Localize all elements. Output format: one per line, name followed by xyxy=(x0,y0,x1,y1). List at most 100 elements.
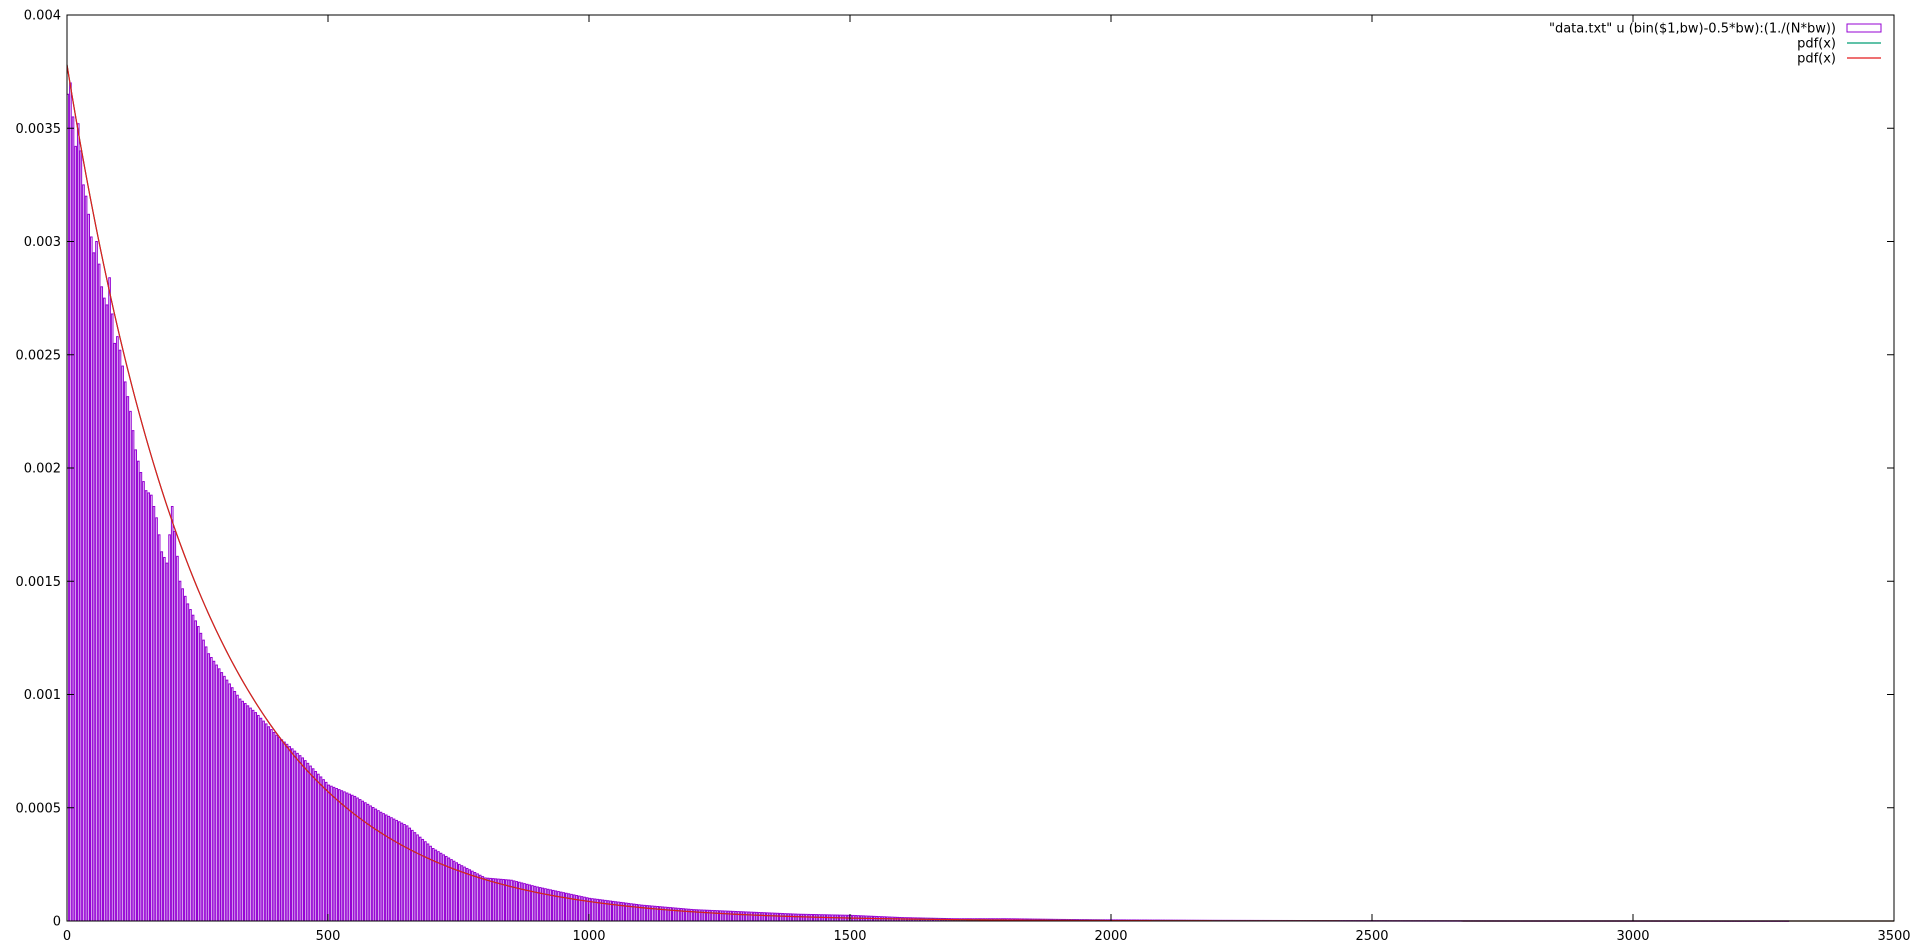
x-tick-label: 3500 xyxy=(1877,929,1910,944)
histogram-bar xyxy=(713,910,717,922)
histogram-bar xyxy=(348,793,351,922)
histogram-bar xyxy=(181,588,184,922)
histogram-bar xyxy=(471,870,474,922)
histogram-bar xyxy=(460,865,464,922)
histogram-bar xyxy=(202,639,205,922)
histogram-bar xyxy=(497,878,500,922)
histogram-bar xyxy=(116,336,119,922)
histogram-bar xyxy=(350,794,354,922)
histogram-bar xyxy=(194,620,197,922)
histogram-bar xyxy=(155,517,158,922)
histogram-bar xyxy=(789,913,793,922)
histogram-bar xyxy=(455,862,459,922)
histogram-bar xyxy=(298,755,302,922)
histogram-bar xyxy=(361,800,365,922)
histogram-bar xyxy=(267,726,271,922)
y-tick-label: 0.001 xyxy=(24,688,61,703)
histogram-bar xyxy=(76,123,80,922)
histogram-bar xyxy=(97,263,101,922)
histogram-bar xyxy=(136,460,140,922)
histogram-bar xyxy=(768,912,772,922)
histogram-bar xyxy=(290,748,294,922)
histogram-bar xyxy=(810,913,813,922)
histogram-bar xyxy=(337,789,341,922)
histogram-bar xyxy=(737,911,740,922)
histogram-bar xyxy=(296,752,299,922)
histogram-bar xyxy=(494,878,498,922)
histogram-bar xyxy=(275,734,278,922)
histogram-bar xyxy=(708,909,712,922)
x-tick-label: 3000 xyxy=(1616,929,1649,944)
histogram-bar xyxy=(301,757,305,922)
histogram-bar xyxy=(698,909,701,922)
histogram-bar xyxy=(139,472,143,922)
histogram-bar xyxy=(486,877,490,922)
histogram-bar xyxy=(760,912,764,922)
histogram-bar xyxy=(212,660,216,922)
histogram-bar xyxy=(92,252,96,922)
histogram-bar xyxy=(732,910,735,922)
histogram-bar xyxy=(755,911,759,922)
y-tick-label: 0.0025 xyxy=(16,348,62,363)
histogram-bar xyxy=(220,672,224,922)
histogram-bar xyxy=(272,731,276,922)
histogram-bar xyxy=(129,410,132,922)
y-tick-label: 0.0005 xyxy=(16,801,62,816)
histogram-bar xyxy=(374,808,378,922)
histogram-bar xyxy=(758,912,761,922)
legend-label-3: pdf(x) xyxy=(1797,52,1836,67)
histogram-bar xyxy=(397,821,401,922)
histogram-bar xyxy=(400,822,404,922)
histogram-bar xyxy=(314,771,318,922)
histogram-bar xyxy=(210,657,213,922)
histogram-bar xyxy=(418,836,422,922)
histogram-bar xyxy=(411,829,414,922)
histogram-bar xyxy=(126,396,130,922)
histogram-bar xyxy=(458,863,461,922)
histogram-bar xyxy=(721,910,725,922)
histogram-bar xyxy=(431,848,435,922)
histogram-bar xyxy=(489,877,492,922)
x-tick-label: 2000 xyxy=(1094,929,1127,944)
histogram-bar xyxy=(168,534,171,922)
histogram-bar xyxy=(369,805,372,922)
y-tick-label: 0.004 xyxy=(24,9,61,24)
histogram-bar xyxy=(254,712,258,922)
histogram-bar xyxy=(726,910,730,922)
histogram-bar xyxy=(71,116,75,922)
histogram-bar xyxy=(199,632,203,922)
histogram-bar xyxy=(340,790,344,922)
histogram-bar xyxy=(703,909,706,922)
histogram-bar xyxy=(105,304,109,922)
histogram-bar xyxy=(797,913,800,922)
histogram-bar xyxy=(230,687,234,922)
histogram-bar xyxy=(424,841,427,922)
histogram-bar xyxy=(421,838,425,922)
histogram-bar xyxy=(147,492,151,922)
histogram-bar xyxy=(802,913,806,922)
plot-frame xyxy=(66,14,1895,922)
histogram-bar xyxy=(251,709,255,922)
x-tick-label: 1000 xyxy=(572,929,605,944)
histogram-bar xyxy=(332,786,336,922)
histogram-bar xyxy=(724,910,727,922)
histogram-bar xyxy=(142,481,145,922)
histogram-bar xyxy=(379,811,383,922)
histogram-bar xyxy=(491,878,495,922)
histogram-bar xyxy=(792,913,795,922)
histogram-bar xyxy=(285,743,289,922)
histogram-bar xyxy=(264,723,268,922)
histogram-bar xyxy=(468,869,472,922)
y-tick-label: 0.003 xyxy=(24,235,61,250)
histogram-bar xyxy=(233,690,237,922)
histogram-bar xyxy=(160,551,164,922)
histogram-bar xyxy=(765,912,769,922)
x-tick-label: 1500 xyxy=(833,929,866,944)
histogram-bar xyxy=(189,609,192,922)
histogram-bar xyxy=(465,867,469,922)
histogram-bar xyxy=(745,911,748,922)
histogram-bar xyxy=(426,843,430,922)
histogram-bar xyxy=(108,277,111,922)
histogram-bar xyxy=(121,365,124,922)
histogram-bar xyxy=(317,773,320,922)
